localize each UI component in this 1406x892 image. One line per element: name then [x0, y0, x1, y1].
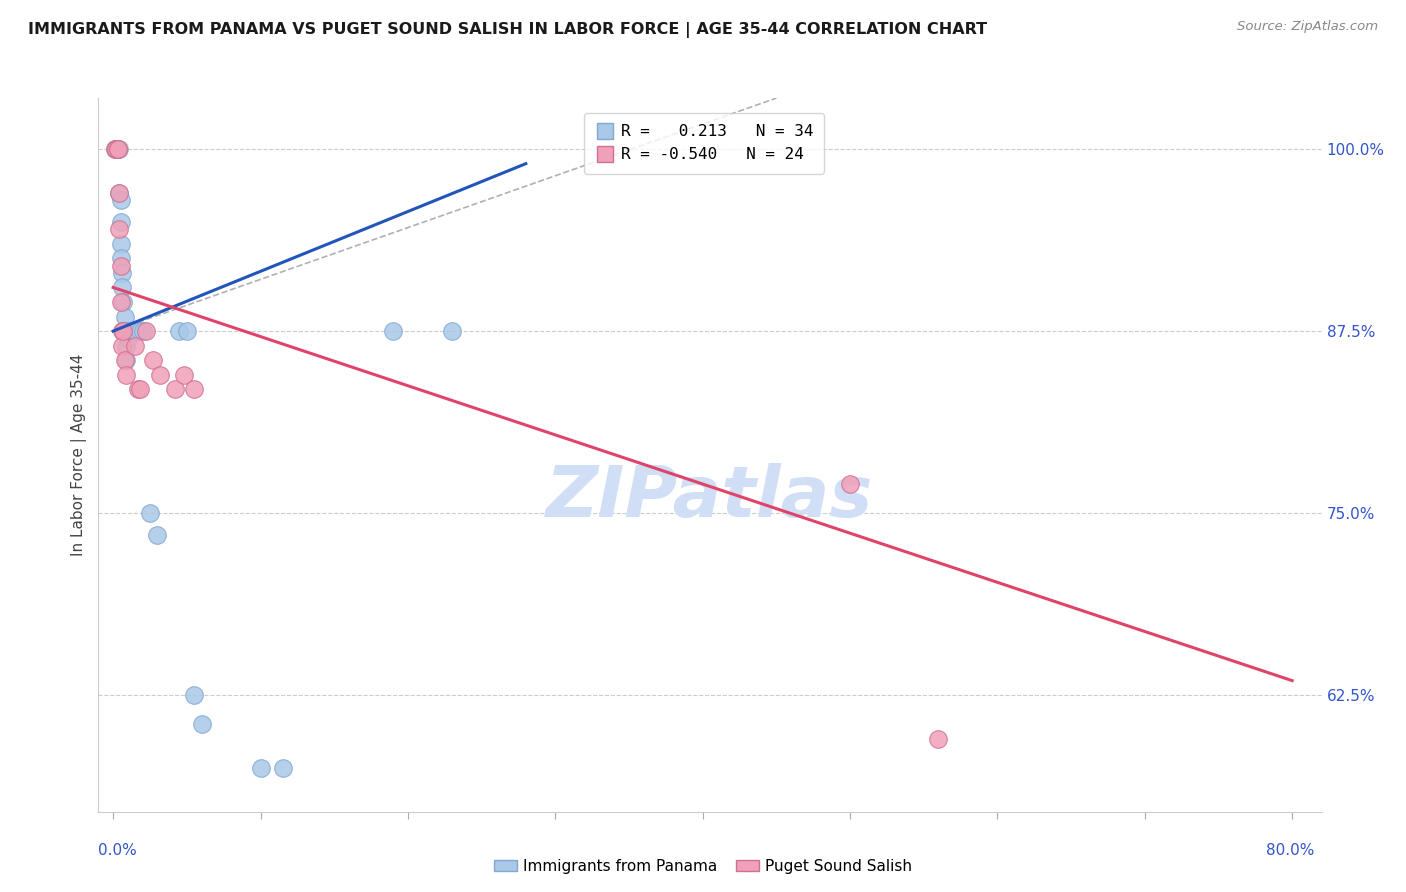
Point [115, 368, 138, 382]
Point [927, 731, 949, 746]
Point [107, 142, 129, 156]
Point [441, 324, 464, 338]
Point [114, 324, 136, 338]
Point [169, 324, 191, 338]
Point [190, 717, 212, 731]
Point [111, 266, 134, 280]
Point [111, 324, 134, 338]
Point [839, 477, 862, 491]
Text: 80.0%: 80.0% [1267, 843, 1315, 858]
Point [105, 142, 128, 156]
Point [110, 215, 132, 229]
Point [110, 259, 132, 273]
Point [146, 528, 169, 542]
Point [112, 324, 135, 338]
Point [108, 222, 131, 236]
Point [115, 339, 138, 353]
Point [107, 142, 129, 156]
Point [110, 295, 132, 310]
Legend: Immigrants from Panama, Puget Sound Salish: Immigrants from Panama, Puget Sound Sali… [488, 853, 918, 880]
Point [111, 280, 134, 294]
Text: ZIPatlas: ZIPatlas [547, 463, 873, 533]
Point [139, 506, 162, 520]
Point [176, 324, 198, 338]
Legend: R =   0.213   N = 34, R = -0.540   N = 24: R = 0.213 N = 34, R = -0.540 N = 24 [583, 113, 824, 174]
Point [110, 193, 132, 207]
Point [128, 324, 150, 338]
Point [135, 324, 157, 338]
Point [117, 324, 139, 338]
Point [114, 353, 136, 368]
Point [105, 142, 128, 156]
Point [120, 324, 142, 338]
Point [107, 142, 129, 156]
Text: IMMIGRANTS FROM PANAMA VS PUGET SOUND SALISH IN LABOR FORCE | AGE 35-44 CORRELAT: IMMIGRANTS FROM PANAMA VS PUGET SOUND SA… [28, 22, 987, 38]
Text: Source: ZipAtlas.com: Source: ZipAtlas.com [1237, 20, 1378, 33]
Point [183, 383, 205, 397]
Point [124, 324, 146, 338]
Point [128, 383, 150, 397]
Point [111, 339, 134, 353]
Point [114, 310, 136, 324]
Point [249, 761, 271, 775]
Point [107, 142, 129, 156]
Point [108, 186, 131, 200]
Point [131, 324, 153, 338]
Y-axis label: In Labor Force | Age 35-44: In Labor Force | Age 35-44 [72, 354, 87, 556]
Text: 0.0%: 0.0% [98, 843, 138, 858]
Point [105, 142, 128, 156]
Point [165, 383, 187, 397]
Point [124, 339, 146, 353]
Point [382, 324, 405, 338]
Point [149, 368, 172, 382]
Point [104, 142, 127, 156]
Point [142, 353, 165, 368]
Point [108, 142, 131, 156]
Point [112, 295, 135, 310]
Point [271, 761, 294, 775]
Point [108, 186, 131, 200]
Point [117, 331, 139, 345]
Point [127, 383, 149, 397]
Point [115, 353, 138, 368]
Point [173, 368, 195, 382]
Point [183, 688, 205, 702]
Point [104, 142, 127, 156]
Point [110, 252, 132, 266]
Point [110, 236, 132, 251]
